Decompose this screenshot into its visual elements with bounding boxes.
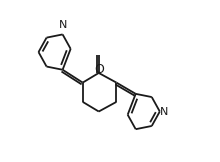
Text: O: O <box>94 63 104 75</box>
Text: N: N <box>160 107 168 116</box>
Text: N: N <box>59 20 67 30</box>
